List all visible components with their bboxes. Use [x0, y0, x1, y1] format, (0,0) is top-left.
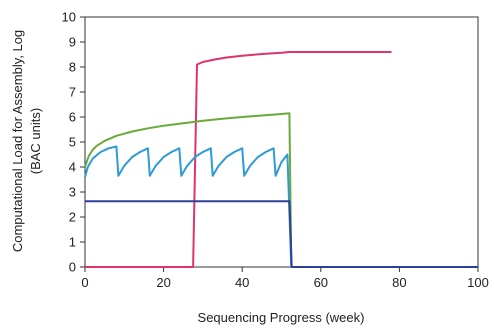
y-axis: 0 1 2 3 4 5 6 7 8 9 10 — [62, 10, 85, 275]
x-axis-label: Sequencing Progress (week) — [198, 310, 365, 325]
series-line-1 — [85, 51, 392, 268]
y-tick-label: 8 — [69, 60, 76, 75]
y-tick-label: 3 — [69, 185, 76, 200]
x-tick-label: 0 — [81, 275, 88, 290]
x-axis: 0 20 40 60 80 100 — [81, 267, 489, 290]
series-group — [84, 51, 478, 268]
y-tick-label: 6 — [69, 110, 76, 125]
y-tick-label: 7 — [69, 85, 76, 100]
x-tick-label: 40 — [235, 275, 249, 290]
series-line-4 — [85, 200, 478, 268]
series-line-2 — [84, 112, 478, 268]
plot-area — [84, 16, 479, 268]
y-tick-label: 0 — [69, 260, 76, 275]
series-line-3 — [84, 145, 478, 268]
y-tick-label: 10 — [62, 10, 76, 25]
x-tick-label: 20 — [156, 275, 170, 290]
y-tick-label: 1 — [69, 235, 76, 250]
y-tick-label: 9 — [69, 35, 76, 50]
y-axis-label-line-1: Computational Load for Assembly, Log — [10, 30, 25, 252]
y-axis-label-line-2: (BAC units) — [28, 108, 43, 174]
x-tick-label: 100 — [467, 275, 489, 290]
y-tick-label: 5 — [69, 135, 76, 150]
y-tick-label: 2 — [69, 210, 76, 225]
x-tick-label: 80 — [392, 275, 406, 290]
y-tick-label: 4 — [69, 160, 76, 175]
x-tick-label: 60 — [314, 275, 328, 290]
